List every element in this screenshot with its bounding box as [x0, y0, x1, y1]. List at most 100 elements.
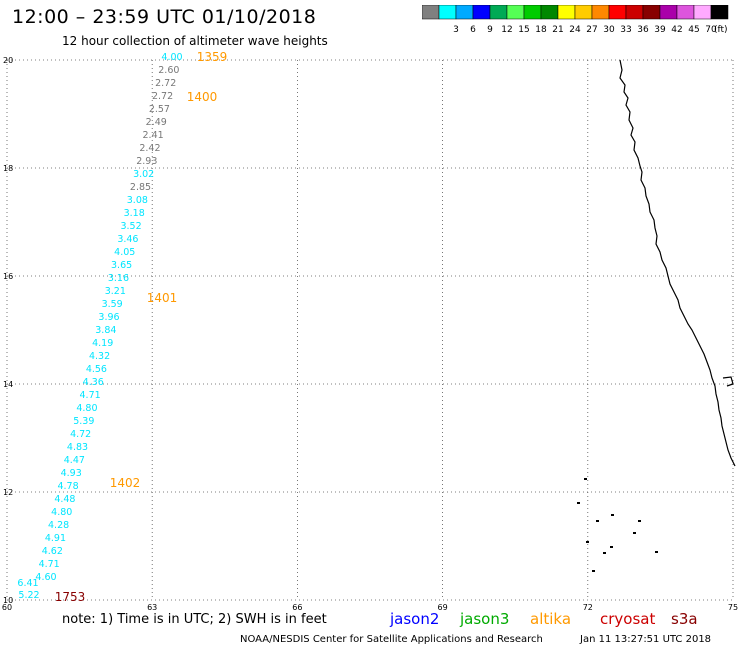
coastline-path [619, 59, 736, 467]
island-marker [586, 541, 589, 543]
colorbar-swatch [422, 5, 440, 20]
wave-height-value: 2.42 [139, 143, 160, 154]
colorbar-label: 70 [705, 25, 717, 35]
wave-height-value: 4.56 [86, 364, 107, 375]
wave-height-value: 2.57 [149, 104, 170, 115]
island-marker [638, 520, 641, 522]
wave-height-value: 5.22 [18, 590, 39, 601]
colorbar-swatch [540, 5, 559, 20]
colorbar-swatch [557, 5, 576, 20]
island-marker [610, 546, 613, 548]
lat-tick-label: 12 [3, 488, 13, 497]
colorbar-label: 45 [688, 25, 699, 35]
generation-timestamp: Jan 11 13:27:51 UTC 2018 [580, 634, 712, 645]
colorbar-swatch [608, 5, 627, 20]
lon-tick-label: 60 [2, 603, 12, 612]
colorbar-label: 6 [470, 25, 476, 35]
colorbar-swatch [693, 5, 712, 20]
lon-tick-label: 69 [438, 603, 448, 612]
colorbar-swatch [489, 5, 508, 20]
wave-height-value: 3.21 [105, 286, 126, 297]
colorbar-label: 9 [487, 25, 493, 35]
wave-height-value: 2.41 [143, 130, 164, 141]
lat-tick-label: 16 [3, 272, 13, 281]
colorbar-swatch [523, 5, 542, 20]
colorbar-label: 18 [535, 25, 547, 35]
axis-ticks: 60 63 66 69 72 75 20 18 16 14 12 10 [2, 56, 738, 612]
colorbar-label: 15 [518, 25, 529, 35]
colorbar-swatch [472, 5, 491, 20]
wave-height-value: 4.83 [67, 442, 88, 453]
wave-height-value: 4.19 [92, 338, 113, 349]
wave-height-value: 4.78 [57, 481, 78, 492]
time-label: 1359 [197, 50, 228, 64]
wave-height-value: 3.16 [108, 273, 129, 284]
colorbar-swatch [659, 5, 678, 20]
page-subtitle: 12 hour collection of altimeter wave hei… [62, 34, 328, 48]
lat-tick-label: 14 [3, 380, 13, 389]
lon-tick-label: 63 [147, 603, 157, 612]
wave-height-value: 3.84 [95, 325, 116, 336]
colorbar-swatch [591, 5, 610, 20]
wave-height-value: 3.46 [117, 234, 138, 245]
lon-tick-label: 66 [292, 603, 302, 612]
coastline-detail [722, 376, 734, 387]
time-label: 1753 [55, 590, 86, 604]
colorbar-label: 36 [637, 25, 649, 35]
island-marker [611, 514, 614, 516]
wave-height-value: 3.02 [133, 169, 154, 180]
wave-height-value: 3.59 [102, 299, 123, 310]
lat-tick-label: 20 [3, 56, 13, 65]
wave-height-value: 4.91 [45, 533, 66, 544]
island-marker [633, 532, 636, 534]
island-marker [603, 552, 606, 554]
colorbar-swatch [455, 5, 474, 20]
colorbar-swatch [574, 5, 593, 20]
wave-height-value: 6.41 [17, 578, 38, 589]
wave-height-value: 4.00 [161, 52, 182, 63]
wave-height-value: 4.80 [51, 507, 72, 518]
wave-height-value: 4.80 [76, 403, 97, 414]
time-labels: 1359 1400 1401 1402 1753 [55, 50, 228, 604]
colorbar-label: 24 [569, 25, 581, 35]
wave-height-value: 4.62 [42, 546, 63, 557]
time-label: 1402 [110, 476, 141, 490]
wave-height-value: 3.08 [127, 195, 148, 206]
island-marker [655, 551, 658, 553]
island-marker [577, 502, 580, 504]
colorbar-swatch [710, 5, 729, 20]
colorbar-label: 42 [671, 25, 682, 35]
island-marker [596, 520, 599, 522]
wave-height-value: 2.72 [152, 91, 173, 102]
coastline [577, 59, 736, 572]
island-marker [592, 570, 595, 572]
colorbar-label: 27 [586, 25, 597, 35]
legend-s3a: s3a [671, 610, 698, 628]
lon-tick-label: 72 [583, 603, 593, 612]
wave-height-value: 4.72 [70, 429, 91, 440]
wave-height-value: 4.48 [54, 494, 75, 505]
lat-tick-label: 18 [3, 164, 13, 173]
wave-height-track: 4.00 2.60 2.72 2.72 2.57 2.49 2.41 2.42 2.93 3.02… [17, 52, 182, 601]
wave-height-value: 2.60 [158, 65, 179, 76]
map-grid [6, 59, 734, 601]
colorbar-swatch [625, 5, 644, 20]
wave-height-value: 2.49 [146, 117, 167, 128]
colorbar-label: 12 [501, 25, 512, 35]
time-label: 1401 [147, 291, 178, 305]
colorbar-swatch [438, 5, 457, 20]
footer-note: note: 1) Time is in UTC; 2) SWH is in fe… [62, 612, 327, 627]
time-label: 1400 [187, 90, 218, 104]
wave-height-value: 4.71 [80, 390, 101, 401]
legend-altika: altika [530, 610, 572, 628]
legend-jason3: jason3 [460, 610, 510, 628]
wave-height-value: 4.93 [61, 468, 82, 479]
colorbar-swatch [676, 5, 695, 20]
legend-jason2: jason2 [390, 610, 440, 628]
wave-height-value: 4.36 [83, 377, 104, 388]
page-title: 12:00 – 23:59 UTC 01/10/2018 [12, 6, 317, 28]
colorbar-label: 3 [453, 25, 459, 35]
colorbar-label: 30 [603, 25, 615, 35]
colorbar-swatch [506, 5, 525, 20]
